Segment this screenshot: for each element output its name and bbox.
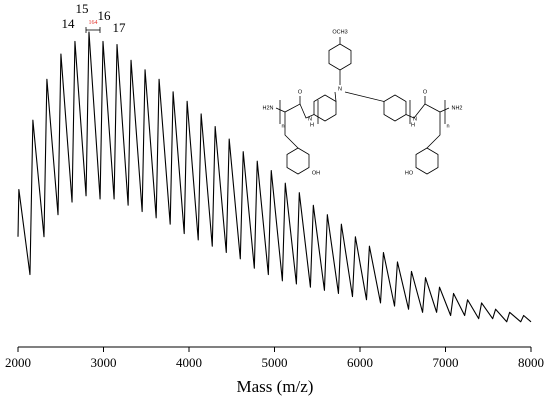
chem-label: OCH3 — [332, 29, 347, 35]
chem-label: O — [298, 89, 303, 95]
chem-label: O — [423, 89, 428, 95]
spacing-arrow — [85, 27, 101, 33]
chem-label: N — [413, 116, 417, 122]
x-tick-label: 2000 — [5, 355, 31, 370]
x-tick-label: 8000 — [518, 355, 544, 370]
x-tick-label: 5000 — [262, 355, 288, 370]
chem-label: n — [446, 123, 449, 129]
annotation: 16 — [98, 8, 112, 23]
chem-label: OH — [312, 170, 320, 176]
annotation: 164 — [89, 20, 98, 26]
chem-label: NH2 — [451, 105, 462, 111]
x-tick-label: 3000 — [91, 355, 117, 370]
chem-label: HO — [405, 170, 414, 176]
annotation: 17 — [113, 20, 127, 35]
chem-label: n — [281, 123, 284, 129]
x-tick-label: 7000 — [433, 355, 459, 370]
chemical-structure: OCH3 N H2N O H N n OH O H N NH2 n HO — [262, 29, 462, 176]
spectrum-line — [17, 31, 532, 323]
chem-label: N — [308, 116, 312, 122]
x-tick-label: 4000 — [176, 355, 202, 370]
x-tick-label: 6000 — [347, 355, 373, 370]
annotation: 15 — [76, 1, 89, 16]
chem-label: H2N — [262, 105, 273, 111]
annotation: 14 — [62, 16, 76, 31]
x-axis-label: Mass (m/z) — [237, 377, 314, 396]
chem-label: N — [338, 86, 342, 92]
chem-label: H — [310, 122, 314, 128]
chem-label: H — [411, 122, 415, 128]
